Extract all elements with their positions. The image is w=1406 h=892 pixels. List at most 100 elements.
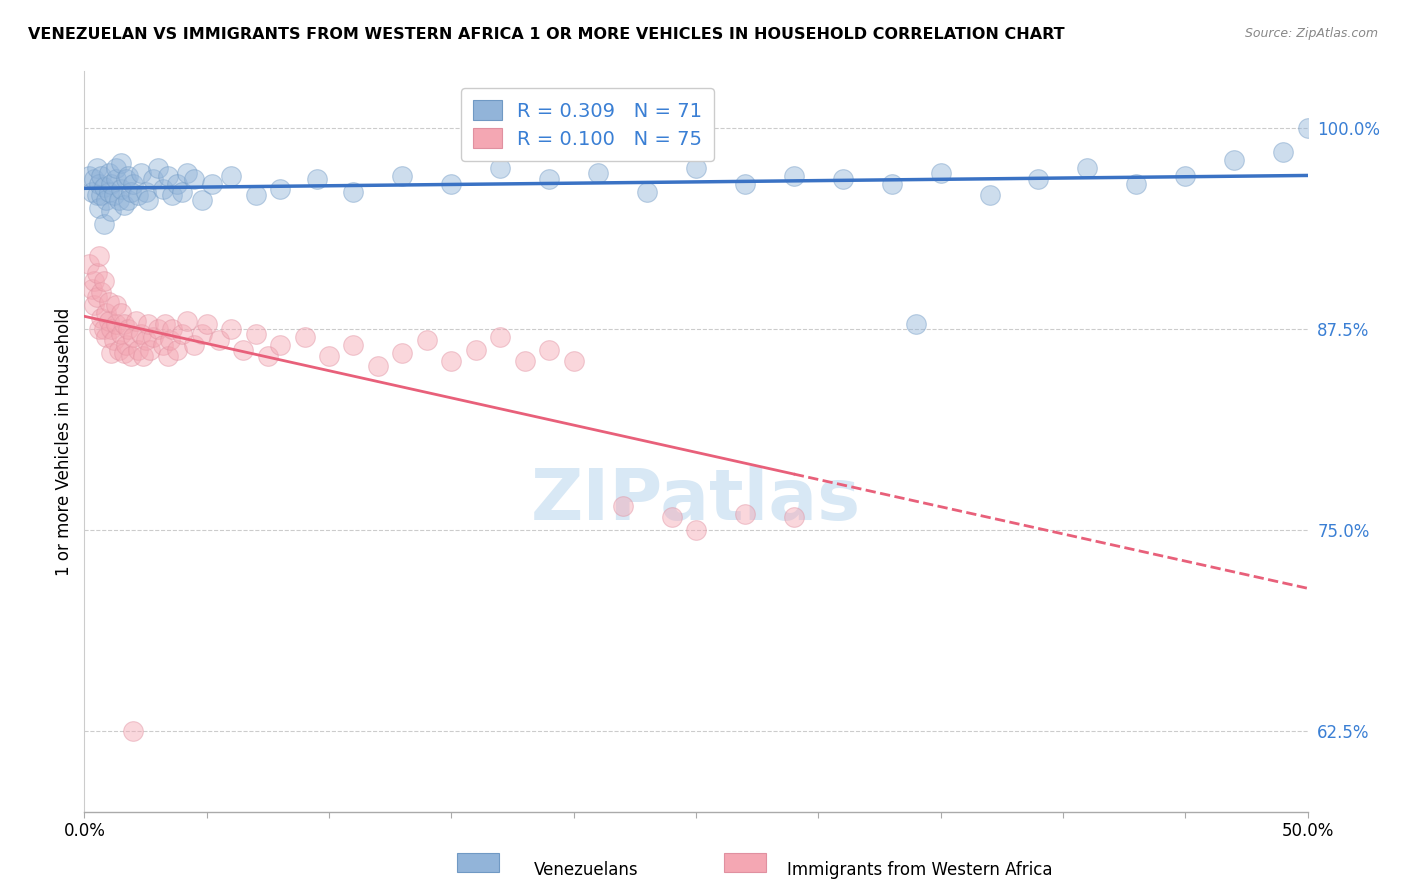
Point xyxy=(97,185,120,199)
Point xyxy=(1223,153,1246,167)
Point xyxy=(929,166,952,180)
Point xyxy=(93,274,115,288)
Point xyxy=(117,193,139,207)
Point xyxy=(122,177,145,191)
Point xyxy=(77,258,100,272)
Point xyxy=(129,326,152,341)
Point xyxy=(257,349,280,363)
Text: Venezuelans: Venezuelans xyxy=(534,861,638,879)
Point xyxy=(294,330,316,344)
Point xyxy=(562,354,585,368)
Point xyxy=(1174,169,1197,183)
Point xyxy=(661,510,683,524)
Point xyxy=(734,507,756,521)
Point xyxy=(146,322,169,336)
Point xyxy=(136,193,159,207)
Point xyxy=(831,172,853,186)
Point xyxy=(191,326,214,341)
Point xyxy=(416,333,439,347)
Point xyxy=(612,499,634,513)
Point xyxy=(269,182,291,196)
Point xyxy=(115,172,138,186)
Point xyxy=(135,185,157,199)
Point xyxy=(734,177,756,191)
Point xyxy=(87,201,110,215)
Point xyxy=(142,330,165,344)
Point xyxy=(107,193,129,207)
Point xyxy=(132,349,155,363)
Point xyxy=(122,724,145,739)
Point xyxy=(86,188,108,202)
Point xyxy=(342,338,364,352)
Point xyxy=(115,338,138,352)
Point xyxy=(176,166,198,180)
Point xyxy=(318,349,340,363)
Point xyxy=(96,330,118,344)
Point xyxy=(191,193,214,207)
Point xyxy=(783,510,806,524)
Point xyxy=(112,317,135,331)
Point xyxy=(159,333,181,347)
Point xyxy=(156,349,179,363)
Point xyxy=(367,359,389,373)
Point xyxy=(112,346,135,360)
Point xyxy=(979,188,1001,202)
Point xyxy=(1125,177,1147,191)
Point xyxy=(269,338,291,352)
Point xyxy=(208,333,231,347)
Point xyxy=(122,330,145,344)
Point xyxy=(172,326,194,341)
Point xyxy=(183,338,205,352)
Point xyxy=(117,322,139,336)
Point xyxy=(391,169,413,183)
Point xyxy=(342,185,364,199)
Point xyxy=(96,306,118,320)
Point xyxy=(172,185,194,199)
Point xyxy=(219,322,242,336)
Point xyxy=(80,282,103,296)
Point xyxy=(200,177,222,191)
Point xyxy=(136,317,159,331)
Point xyxy=(86,266,108,280)
Point xyxy=(110,326,132,341)
Point xyxy=(110,306,132,320)
Point xyxy=(105,161,128,175)
Point xyxy=(127,188,149,202)
Point xyxy=(107,343,129,357)
Point xyxy=(103,333,125,347)
Text: ZIPatlas: ZIPatlas xyxy=(531,467,860,535)
Point xyxy=(166,343,188,357)
Point xyxy=(129,166,152,180)
Point xyxy=(120,185,142,199)
Point xyxy=(90,285,112,299)
Point xyxy=(105,317,128,331)
Point xyxy=(100,346,122,360)
Point xyxy=(1076,161,1098,175)
Point xyxy=(153,317,176,331)
Point xyxy=(97,166,120,180)
Point xyxy=(538,172,561,186)
Point xyxy=(83,172,105,186)
Point xyxy=(905,317,928,331)
Point xyxy=(245,326,267,341)
Point xyxy=(489,330,512,344)
Point xyxy=(90,188,112,202)
Point xyxy=(464,343,486,357)
Point xyxy=(83,298,105,312)
Point xyxy=(117,169,139,183)
Point xyxy=(685,523,707,537)
Point xyxy=(112,198,135,212)
Text: Immigrants from Western Africa: Immigrants from Western Africa xyxy=(787,861,1053,879)
Point xyxy=(305,172,328,186)
Text: Source: ZipAtlas.com: Source: ZipAtlas.com xyxy=(1244,27,1378,40)
Text: VENEZUELAN VS IMMIGRANTS FROM WESTERN AFRICA 1 OR MORE VEHICLES IN HOUSEHOLD COR: VENEZUELAN VS IMMIGRANTS FROM WESTERN AF… xyxy=(28,27,1064,42)
Point xyxy=(135,333,157,347)
Point xyxy=(90,310,112,325)
Point xyxy=(176,314,198,328)
Point xyxy=(97,294,120,309)
Point xyxy=(183,172,205,186)
Point xyxy=(110,182,132,196)
Point xyxy=(96,193,118,207)
Point xyxy=(880,177,903,191)
Point xyxy=(80,185,103,199)
